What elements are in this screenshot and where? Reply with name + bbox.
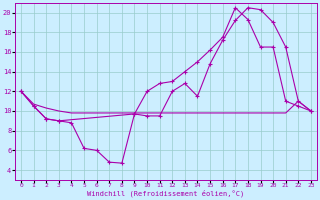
X-axis label: Windchill (Refroidissement éolien,°C): Windchill (Refroidissement éolien,°C): [87, 190, 244, 197]
